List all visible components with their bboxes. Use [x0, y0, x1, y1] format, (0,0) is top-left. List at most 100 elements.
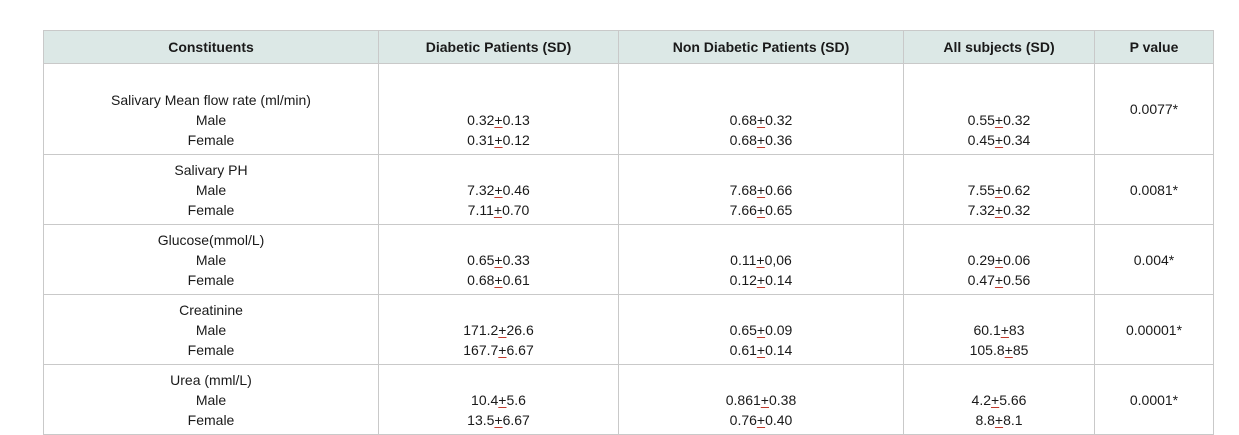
non-diabetic-cell: 0.11+0,06 0.12+0.14 [618, 224, 904, 295]
non-diabetic-cell: 0.65+0.09 0.61 +0.14 [618, 294, 904, 365]
header-all-subjects: All subjects (SD) [903, 30, 1095, 64]
table-row: Urea (mml/L) Male Female 10.4+5.6 13.5+6.67 0… [43, 364, 1214, 435]
sd-value: 0.13 [502, 112, 530, 128]
sd-value: 0,06 [764, 252, 792, 268]
sd-value: 0.70 [502, 202, 530, 218]
diabetic-value-male: 0.65+0.33 [379, 250, 618, 270]
diabetic-value-female: 13.5+6.67 [379, 410, 618, 430]
sd-value: 85 [1012, 342, 1029, 358]
non-diabetic-value-male: 0.65+0.09 [619, 320, 903, 340]
diabetic-value-male: 171.2+26.6 [379, 320, 618, 340]
table-row: Creatinine Male Female 171.2+26.6 167.7+6.67… [43, 294, 1214, 365]
mean-value: 0.68 [729, 112, 757, 128]
all-subjects-cell: 60.1+83 105.8+85 [903, 294, 1095, 365]
sd-value: 0.46 [502, 182, 530, 198]
plus-minus-sign: + [994, 272, 1004, 288]
plus-minus-sign: + [991, 392, 1000, 408]
all-subjects-value-male: 7.55+0.62 [904, 180, 1094, 200]
plus-minus-sign: + [494, 112, 503, 128]
mean-value: 0.861 [725, 392, 761, 408]
female-label: Female [187, 342, 235, 358]
plus-minus-sign: + [494, 132, 503, 148]
plus-minus-sign: + [494, 272, 503, 288]
mean-value: 0.45 [967, 132, 995, 148]
diabetic-cell: 7.32+0.46 7.11+0.70 [378, 154, 619, 225]
non-diabetic-value-female: 0.68+0.36 [619, 130, 903, 150]
mean-value: 0.29 [967, 252, 995, 268]
constituent-cell: Salivary Mean flow rate (ml/min) Male Fema… [43, 63, 379, 155]
male-label: Male [195, 252, 227, 268]
sd-value: 0.33 [502, 252, 530, 268]
non-diabetic-value-male: 0.861+0.38 [619, 390, 903, 410]
mean-value: 4.2 [971, 392, 992, 408]
mean-value: 171.2 [463, 322, 499, 338]
p-value-cell: 0.0001* [1094, 364, 1214, 435]
plus-minus-sign: + [760, 392, 769, 408]
sd-value: 8.1 [1003, 412, 1023, 428]
sd-value: 0.06 [1003, 252, 1031, 268]
sd-value: 0.38 [768, 392, 797, 408]
male-label: Male [195, 112, 227, 128]
constituent-cell: Urea (mml/L) Male Female [43, 364, 379, 435]
plus-minus-sign: + [494, 182, 503, 198]
sd-value: 26.6 [506, 322, 534, 338]
all-subjects-cell: 0.29+0.06 0.47+0.56 [903, 224, 1095, 295]
mean-value: 7.66 [729, 202, 757, 218]
female-label: Female [187, 132, 235, 148]
mean-value: 105.8 [969, 342, 1005, 358]
header-p-value: P value [1094, 30, 1214, 64]
sd-value: 0.40 [765, 412, 793, 428]
diabetic-cell: 10.4+5.6 13.5+6.67 [378, 364, 619, 435]
plus-minus-sign: + [994, 112, 1004, 128]
mean-value: 7.11 [467, 202, 494, 218]
mean-value: 0.61 [729, 342, 757, 358]
sd-value: 5.66 [999, 392, 1027, 408]
constituent-label: Urea (mml/L) [170, 372, 252, 388]
diabetic-value-male: 7.32+0.46 [379, 180, 618, 200]
all-subjects-value-female: 0.47+0.56 [904, 270, 1094, 290]
all-subjects-value-female: 7.32+0.32 [904, 200, 1094, 220]
table-header-row: Constituents Diabetic Patients (SD) Non … [43, 30, 1214, 64]
diabetic-value-male: 10.4+5.6 [379, 390, 618, 410]
mean-value: 0.31 [467, 132, 495, 148]
male-label: Male [195, 182, 227, 198]
sd-value: 0.62 [1003, 182, 1031, 198]
all-subjects-value-male: 4.2+5.66 [904, 390, 1094, 410]
constituent-label: Glucose(mmol/L) [157, 232, 265, 248]
mean-value: 13.5 [467, 412, 495, 428]
plus-minus-sign: + [994, 132, 1004, 148]
p-value-cell: 0.004* [1094, 224, 1214, 295]
mean-value: 7.55 [967, 182, 995, 198]
non-diabetic-cell: 0.68+0.32 0.68+0.36 [618, 63, 904, 155]
p-value-cell: 0.00001* [1094, 294, 1214, 365]
all-subjects-cell: 7.55+0.62 7.32+0.32 [903, 154, 1095, 225]
diabetic-value-female: 0.68+0.61 [379, 270, 618, 290]
sd-value: 83 [1008, 322, 1025, 338]
plus-minus-sign: + [756, 252, 765, 268]
mean-value: 0.55 [967, 112, 995, 128]
plus-minus-sign: + [994, 412, 1004, 428]
non-diabetic-value-male: 0.68+0.32 [619, 110, 903, 130]
plus-minus-sign: + [756, 412, 766, 428]
plus-minus-sign: + [498, 322, 507, 338]
plus-minus-sign: + [756, 322, 766, 338]
non-diabetic-value-female: 0.76+0.40 [619, 410, 903, 430]
sd-value: 0.66 [765, 182, 793, 198]
plus-minus-sign: + [756, 182, 766, 198]
mean-value: 0.11 [730, 252, 757, 268]
all-subjects-value-female: 8.8+8.1 [904, 410, 1094, 430]
diabetic-value-male: 0.32+0.13 [379, 110, 618, 130]
p-value-cell: 0.0077* [1094, 63, 1214, 155]
diabetic-cell: 171.2+26.6 167.7+6.67 [378, 294, 619, 365]
male-label: Male [195, 322, 227, 338]
constituent-cell: Salivary PH Male Female [43, 154, 379, 225]
mean-value: 8.8 [975, 412, 995, 428]
sd-value: 0.36 [765, 132, 793, 148]
sd-value: 0.14 [765, 342, 793, 358]
plus-minus-sign: + [994, 252, 1004, 268]
header-constituents: Constituents [43, 30, 379, 64]
diabetic-value-female: 7.11+0.70 [379, 200, 618, 220]
plus-minus-sign: + [493, 202, 503, 218]
diabetic-cell: 0.32+0.13 0.31+0.12 [378, 63, 619, 155]
constituent-cell: Glucose(mmol/L) Male Female [43, 224, 379, 295]
